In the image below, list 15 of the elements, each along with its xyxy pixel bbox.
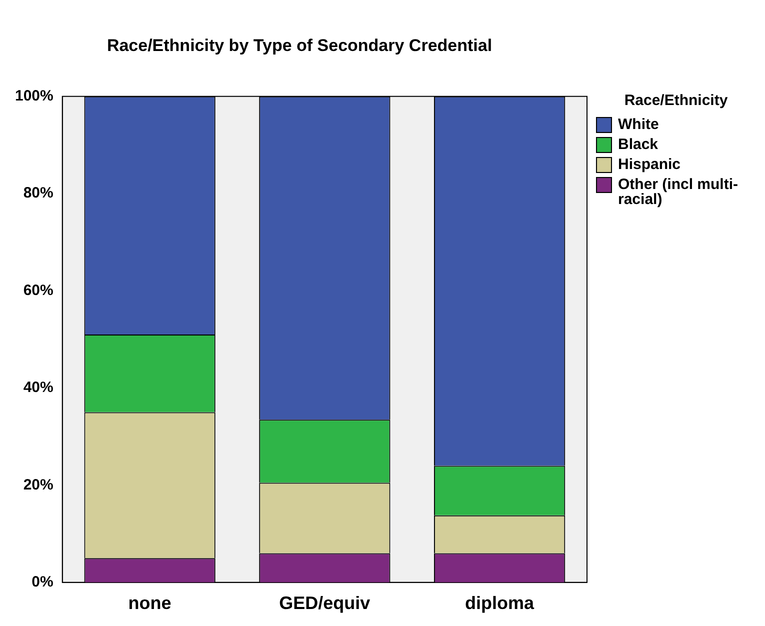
legend-label: Black xyxy=(618,136,658,153)
y-tick-label: 60% xyxy=(23,282,54,299)
chart-title: Race/Ethnicity by Type of Secondary Credential xyxy=(106,36,492,55)
x-tick-label: diploma xyxy=(465,593,536,614)
y-tick-label: 0% xyxy=(32,574,54,591)
legend-label: Other (incl multi-racial) xyxy=(618,176,739,208)
y-tick-label: 100% xyxy=(14,88,54,105)
legend-label: Hispanic xyxy=(618,156,681,173)
x-tick-label: GED/equiv xyxy=(279,593,370,614)
text: White xyxy=(618,116,659,133)
legend-title: Race/Ethnicity xyxy=(623,92,729,109)
y-tick-label: 40% xyxy=(23,379,54,396)
x-tick-label: none xyxy=(128,593,172,614)
y-tick-label: 80% xyxy=(23,184,54,202)
y-tick-label: 20% xyxy=(23,476,54,494)
